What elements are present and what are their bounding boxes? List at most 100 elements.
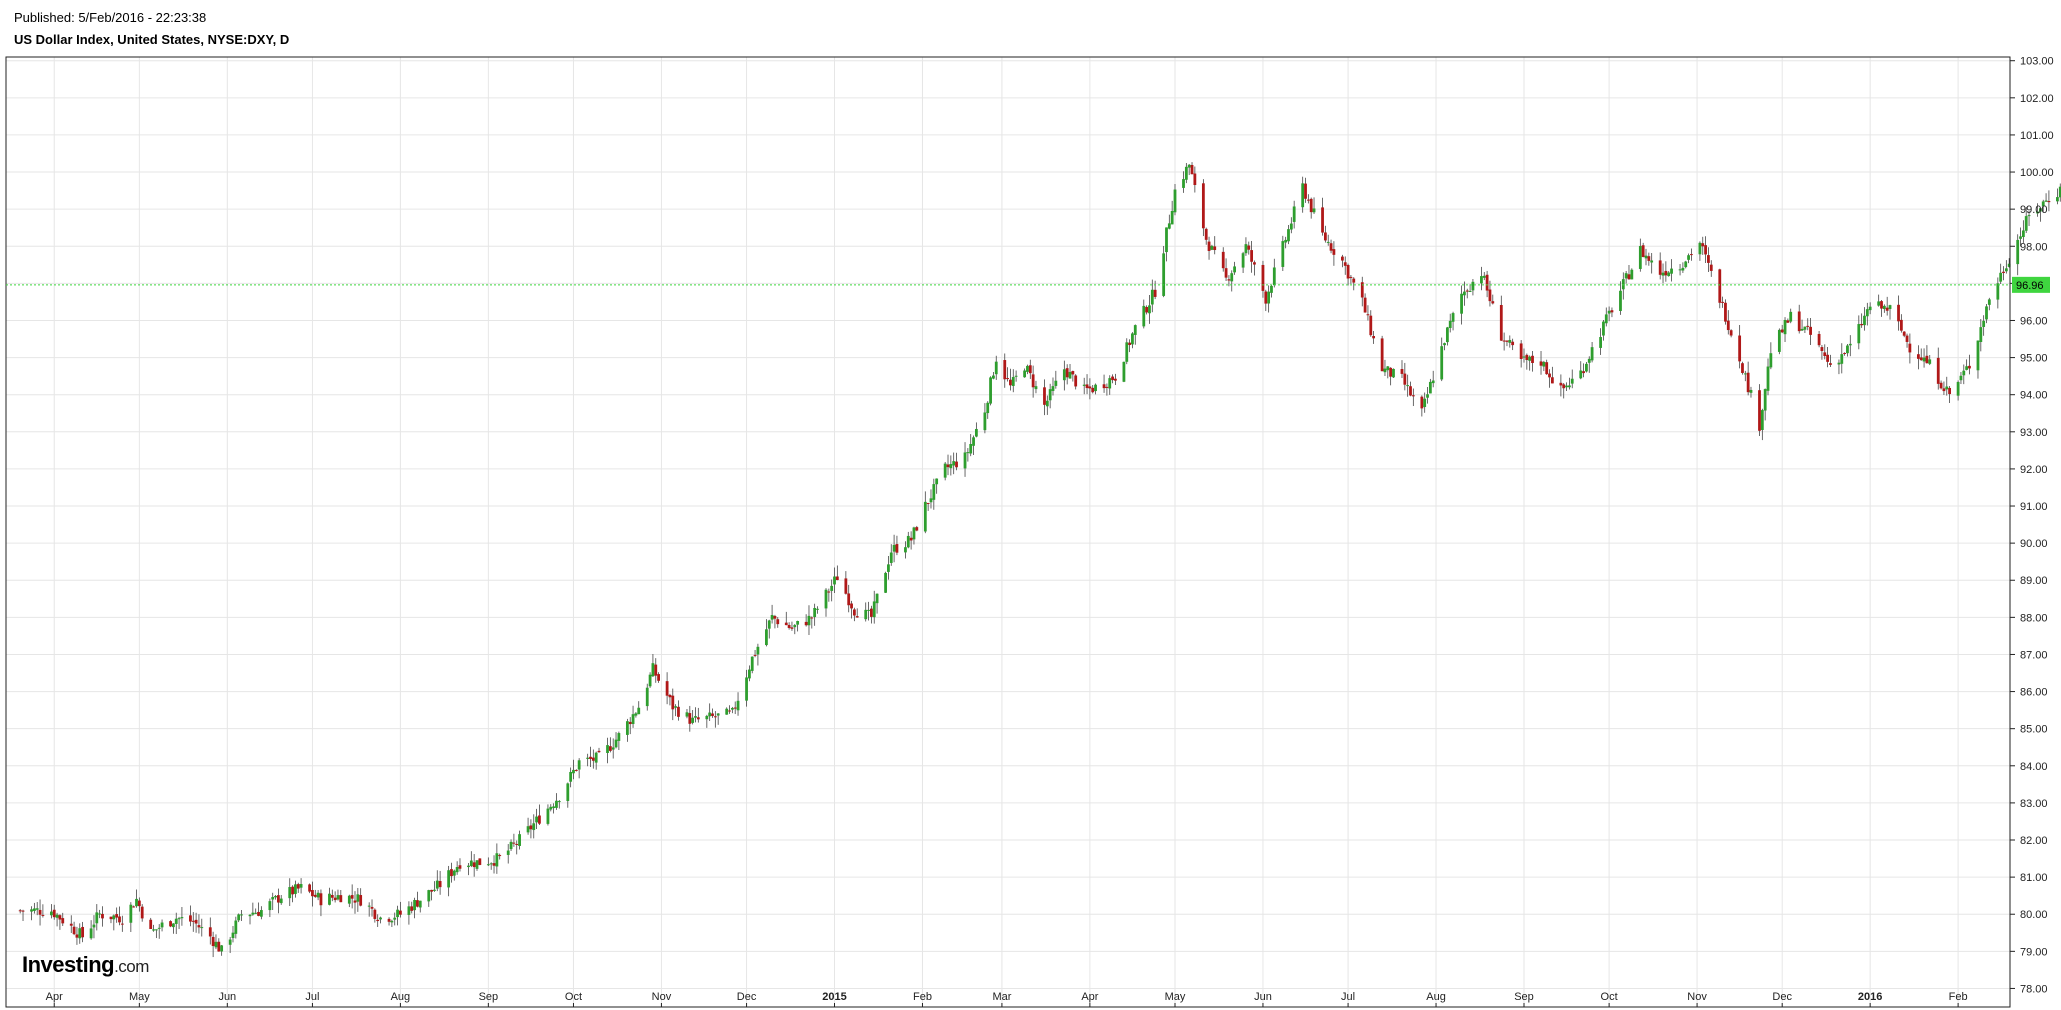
candle-body (509, 841, 513, 850)
candle (949, 455, 953, 476)
candle-body (747, 669, 751, 679)
candle (1389, 367, 1393, 386)
candle (691, 710, 695, 725)
candle-body (18, 910, 22, 912)
candle (197, 914, 201, 934)
candle-body (495, 853, 499, 867)
candle-body (555, 800, 558, 808)
candle (1766, 358, 1770, 396)
candle (1224, 258, 1228, 282)
candle (495, 843, 499, 874)
candle (1826, 347, 1829, 368)
candle-body (132, 906, 136, 908)
candle-body (38, 909, 42, 915)
candle (217, 938, 221, 952)
candle (713, 711, 717, 728)
candle (546, 804, 550, 826)
candle (1888, 304, 1892, 320)
candle (2041, 199, 2045, 213)
candle (416, 891, 419, 908)
candle-body (1213, 246, 1217, 251)
candle (38, 899, 42, 926)
candle-body (393, 917, 397, 920)
candle-body (793, 625, 797, 628)
candle (2038, 207, 2042, 222)
candle (1426, 387, 1429, 404)
candle-body (251, 912, 255, 915)
candle-body (1133, 325, 1137, 335)
candle-body (884, 572, 887, 593)
candle-body (1899, 319, 1903, 331)
candle-body (529, 825, 533, 830)
candle (132, 905, 136, 908)
candle (1777, 328, 1781, 355)
candle-body (1460, 293, 1463, 314)
x-tick-label: May (129, 991, 150, 1003)
candle (1624, 270, 1628, 284)
candle-body (1406, 385, 1410, 387)
candle-body (1341, 256, 1344, 261)
candle (1165, 227, 1168, 262)
candle-body (1661, 272, 1665, 276)
candle-body (986, 402, 990, 414)
candle-body (1976, 340, 1980, 371)
candle (1897, 295, 1900, 331)
candle-body (455, 867, 459, 873)
last-price-label: 96.96 (2016, 280, 2044, 292)
candle-body (617, 733, 621, 741)
candle-body (1570, 378, 1574, 384)
candle (376, 914, 380, 927)
candle-body (1270, 285, 1273, 293)
candle-body (1162, 253, 1166, 296)
candle-body (1482, 275, 1486, 278)
candle-body (912, 527, 916, 540)
candle-body (1230, 273, 1234, 282)
candle-body (101, 913, 104, 919)
candle (1829, 354, 1832, 367)
candle-body (279, 898, 283, 904)
candle (1108, 375, 1112, 395)
x-tick-label: Jun (1254, 991, 1272, 1003)
candle (433, 881, 436, 892)
candle (191, 912, 195, 932)
candle (135, 889, 138, 908)
candle-body (989, 377, 992, 404)
candle (793, 624, 797, 635)
candle (1309, 197, 1313, 219)
candle-body (767, 620, 771, 629)
x-tick-label: 2015 (822, 991, 846, 1003)
candle-body (546, 808, 550, 824)
candle-body (1539, 361, 1543, 366)
candle-body (1034, 386, 1038, 390)
candle (552, 803, 556, 814)
candle-body (1548, 373, 1551, 378)
candle (49, 904, 53, 919)
candle-body (296, 884, 300, 889)
candle (1227, 275, 1231, 287)
candle (685, 709, 689, 719)
candle-body (1610, 310, 1614, 313)
candle-body (2044, 200, 2048, 202)
candle-body (733, 707, 737, 709)
candle-body (904, 547, 907, 553)
candle (1201, 179, 1205, 237)
candle (694, 707, 697, 723)
candle (172, 923, 175, 934)
candle-body (1028, 365, 1032, 374)
candle-body (1559, 382, 1563, 386)
candle (674, 704, 678, 717)
candle (1545, 359, 1549, 375)
candle (753, 649, 757, 658)
candle-body (1105, 386, 1109, 388)
candle-body (1409, 386, 1412, 396)
candle (1548, 369, 1551, 388)
candle-body (969, 443, 973, 454)
candle (1857, 315, 1861, 350)
candle (180, 906, 184, 926)
candle-body (135, 898, 138, 907)
candle (1982, 315, 1986, 336)
candle (413, 897, 416, 919)
candle (1860, 313, 1864, 328)
candle-body (926, 502, 930, 504)
